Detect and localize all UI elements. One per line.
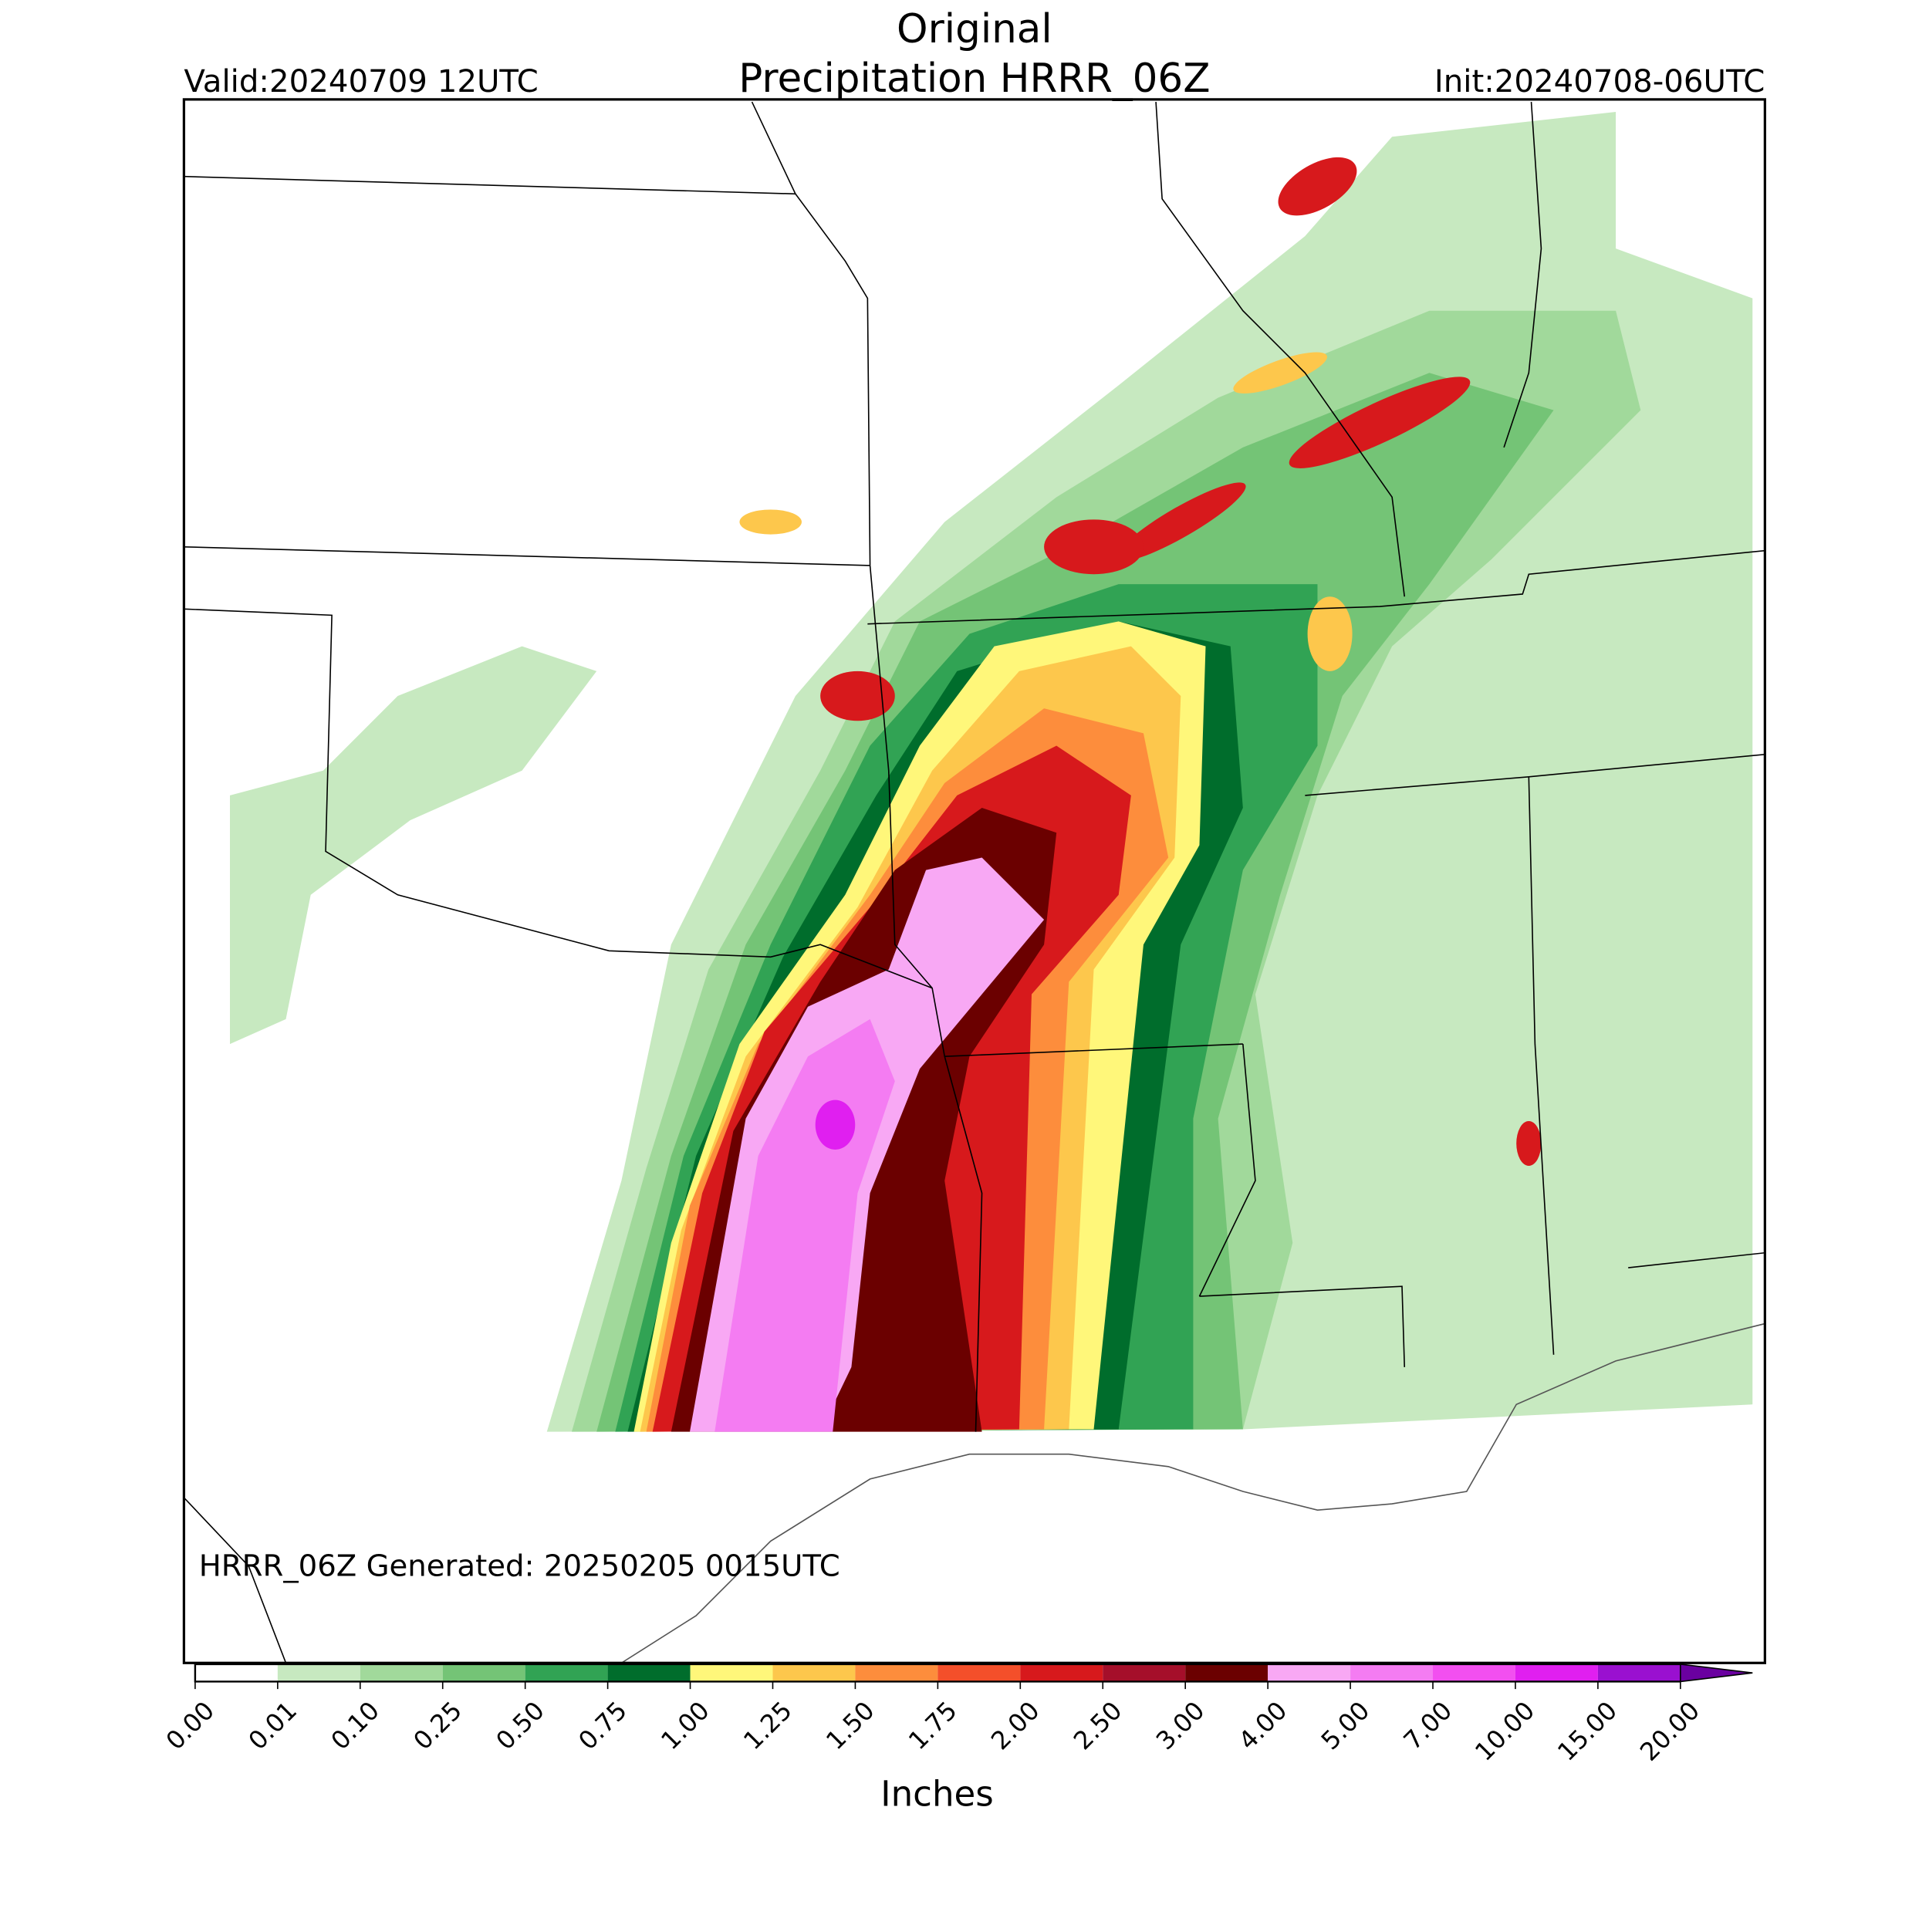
colorbar-tick-label: 1.25 xyxy=(738,1696,798,1756)
colorbar-tick-label: 7.00 xyxy=(1398,1696,1458,1756)
colorbar-segment xyxy=(1020,1663,1103,1682)
valid-time: Valid:20240709 12UTC xyxy=(184,64,538,100)
colorbar-tick-label: 4.00 xyxy=(1233,1696,1293,1756)
boundaries xyxy=(184,101,1765,1663)
colorbar-segment xyxy=(194,1663,278,1682)
colorbar-tick-label: 2.50 xyxy=(1068,1696,1128,1756)
colorbar-segment xyxy=(690,1663,773,1682)
colorbar-tick-label: 20.00 xyxy=(1634,1696,1705,1767)
colorbar-tick-label: 5.00 xyxy=(1316,1696,1376,1756)
colorbar-segment xyxy=(442,1663,525,1682)
colorbar-tick-label: 0.00 xyxy=(160,1696,221,1756)
footer: HRRR_06Z Generated: 20250205 0015UTC xyxy=(199,1549,840,1584)
colorbar-tick-label: 3.00 xyxy=(1150,1696,1211,1756)
colorbar-tick-label: 2.00 xyxy=(985,1696,1046,1756)
colorbar-segment xyxy=(607,1663,691,1682)
colorbar-segment xyxy=(1515,1663,1598,1682)
colorbar-tick-label: 15.00 xyxy=(1552,1696,1623,1767)
colorbar-segment xyxy=(1185,1663,1269,1682)
colorbar-segment xyxy=(855,1663,938,1682)
map-frame xyxy=(182,98,1766,1664)
colorbar-tick-label: 1.50 xyxy=(820,1696,880,1756)
colorbar-segment xyxy=(1103,1663,1186,1682)
subtitle: Precipitation HRRR_06Z xyxy=(738,56,1210,102)
colorbar-tick-label: 0.75 xyxy=(573,1696,633,1756)
coastline xyxy=(620,1322,1765,1663)
colorbar-segment xyxy=(360,1663,443,1682)
colorbar-segment xyxy=(1268,1663,1351,1682)
colorbar-segment xyxy=(1597,1663,1681,1682)
title: Original xyxy=(897,6,1052,52)
colorbar-extend xyxy=(1680,1663,1753,1683)
init-time: Init:20240708-06UTC xyxy=(1434,64,1765,100)
colorbar-segment xyxy=(937,1663,1021,1682)
colorbar: 0.00 0.01 0.10 0.25 0.50 0.75 1.00 1.25 1.50 1.75… xyxy=(160,1663,1753,1767)
colorbar-segment xyxy=(1433,1663,1515,1682)
colorbar-segment xyxy=(772,1663,856,1682)
colorbar-segment xyxy=(1350,1663,1434,1682)
map xyxy=(182,98,1766,1664)
colorbar-tick-label: 1.00 xyxy=(655,1696,715,1756)
colorbar-tick-label: 0.25 xyxy=(407,1696,468,1756)
colorbar-label: Inches xyxy=(880,1774,994,1815)
colorbar-tick-label: 1.75 xyxy=(903,1696,963,1756)
colorbar-tick-label: 0.01 xyxy=(243,1696,303,1756)
colorbar-tick-label: 10.00 xyxy=(1469,1696,1540,1767)
colorbar-tick-label: 0.50 xyxy=(490,1696,550,1756)
colorbar-segment xyxy=(277,1663,360,1682)
colorbar-tick-label: 0.10 xyxy=(326,1696,386,1756)
precip-field xyxy=(230,111,1753,1432)
colorbar-segment xyxy=(525,1663,608,1682)
